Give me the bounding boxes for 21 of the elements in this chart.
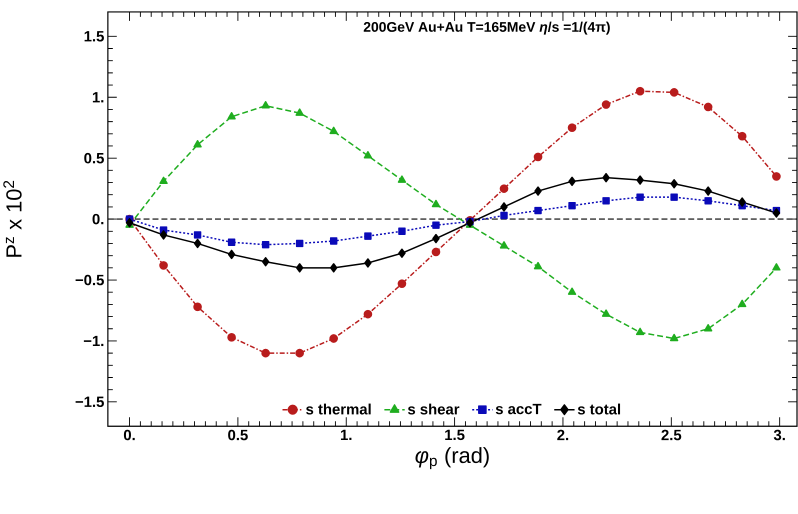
legend-label: s accT xyxy=(496,404,542,414)
y-tick-label: 1. xyxy=(92,92,104,102)
x-axis-title: φ$_{p}$ (rad) xyxy=(416,447,489,470)
legend-label: s total xyxy=(578,404,620,415)
x-tick-label: 3. xyxy=(774,430,785,440)
y-tick-label: −0.5 xyxy=(76,274,104,286)
legend-label: s shear xyxy=(408,404,460,415)
y-tick-label: 0. xyxy=(92,214,104,224)
y-tick-label: −1. xyxy=(84,336,104,346)
x-tick-label: 0. xyxy=(124,430,135,440)
y-tick-label: 1.5 xyxy=(84,31,104,42)
text: 200GeV Au+Au T=165MeV η/s =1/(4π) xyxy=(364,22,610,35)
y-tick-label: −1.5 xyxy=(76,396,104,408)
x-tick-label: 1. xyxy=(340,430,352,440)
x-tick-label: 0.5 xyxy=(228,430,248,440)
y-axis-title: P$^{z}$ x 10$^{2}$ xyxy=(3,180,22,257)
y-tick-label: 0.5 xyxy=(84,152,104,164)
x-tick-label: 2. xyxy=(557,430,568,440)
legend-label: s thermal xyxy=(306,404,371,415)
x-tick-label: 2.5 xyxy=(661,430,682,440)
x-tick-label: 1.5 xyxy=(445,430,465,440)
